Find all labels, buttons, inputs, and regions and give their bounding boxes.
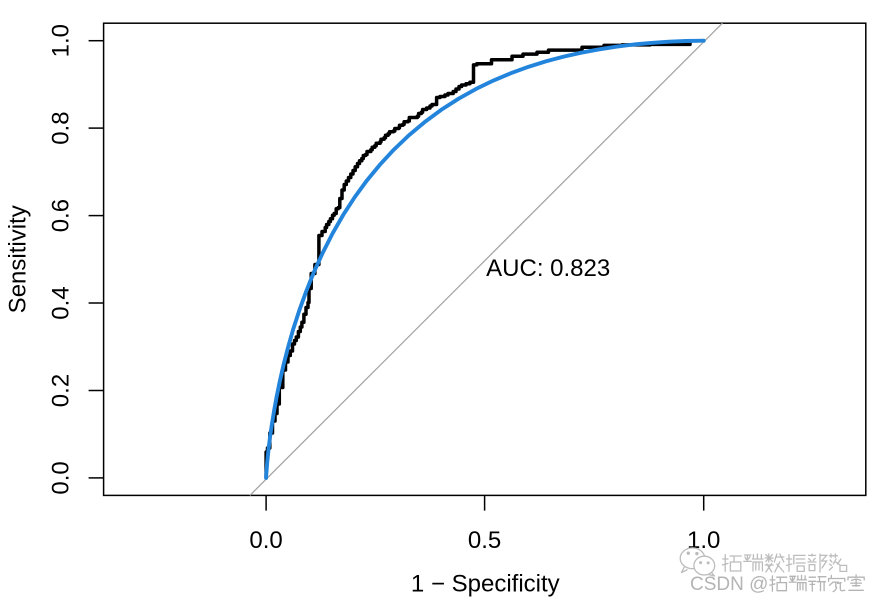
svg-text:0.6: 0.6 — [48, 199, 75, 232]
svg-text:0.0: 0.0 — [249, 527, 282, 554]
svg-text:0.0: 0.0 — [48, 461, 75, 494]
svg-text:0.8: 0.8 — [48, 111, 75, 144]
svg-text:0.5: 0.5 — [468, 527, 501, 554]
svg-text:Sensitivity: Sensitivity — [5, 205, 32, 313]
svg-text:1 − Specificity: 1 − Specificity — [411, 571, 560, 598]
svg-text:AUC: 0.823: AUC: 0.823 — [486, 255, 610, 282]
svg-text:1.0: 1.0 — [48, 24, 75, 57]
svg-text:0.4: 0.4 — [48, 286, 75, 319]
svg-text:0.2: 0.2 — [48, 374, 75, 407]
svg-text:CSDN @: CSDN @ — [690, 574, 768, 595]
